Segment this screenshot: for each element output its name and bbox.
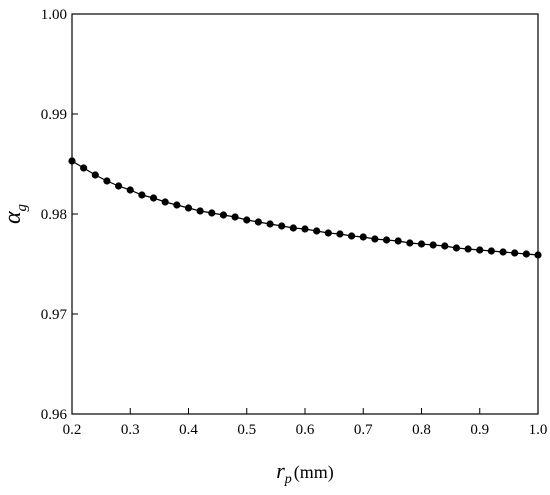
data-point <box>301 225 309 233</box>
data-point <box>219 211 228 219</box>
data-point <box>511 249 519 257</box>
x-tick-label: 0.6 <box>296 422 315 438</box>
data-point <box>196 207 204 215</box>
x-tick-label: 0.7 <box>354 422 373 438</box>
x-tick-label: 0.2 <box>63 422 82 438</box>
series-points <box>68 157 542 259</box>
data-point <box>103 177 111 185</box>
data-point <box>115 182 123 190</box>
data-point <box>336 230 344 238</box>
plot-frame <box>71 13 539 415</box>
data-point <box>231 213 239 221</box>
data-point <box>429 241 437 249</box>
data-point <box>324 229 332 237</box>
x-axis-label: rp (mm) <box>276 458 334 487</box>
data-point <box>417 240 426 248</box>
data-point <box>149 194 158 202</box>
data-point <box>313 227 321 235</box>
data-point <box>173 201 181 209</box>
data-point <box>126 186 134 194</box>
y-tick-label: 0.98 <box>41 207 67 223</box>
data-point <box>371 235 379 243</box>
x-tick-label: 1.0 <box>529 422 548 438</box>
data-point <box>522 250 530 258</box>
y-axis-ticks: 0.96 0.97 0.98 0.99 1.00 <box>41 7 78 423</box>
x-axis-ticks: 0.2 0.3 0.4 0.5 0.6 0.7 0.8 0.9 1.0 <box>63 408 548 438</box>
data-point <box>406 239 414 247</box>
x-tick-label: 0.5 <box>237 422 256 438</box>
y-tick-label: 0.99 <box>41 107 67 123</box>
y-axis-symbol: α <box>0 211 26 224</box>
data-point <box>499 248 507 256</box>
x-tick-label: 0.9 <box>470 422 489 438</box>
data-point <box>487 247 495 255</box>
y-tick-label: 0.96 <box>41 407 68 423</box>
data-point <box>359 233 367 241</box>
data-point <box>184 204 193 212</box>
data-point <box>348 232 356 240</box>
data-point <box>441 242 449 250</box>
data-point <box>394 237 402 245</box>
x-tick-label: 0.4 <box>179 422 198 438</box>
y-tick-label: 1.00 <box>41 7 67 23</box>
data-point <box>68 157 76 165</box>
x-axis-symbol: r <box>276 458 285 483</box>
data-point <box>464 245 472 253</box>
series-line <box>71 160 539 256</box>
data-point <box>80 164 88 172</box>
data-point <box>161 198 169 206</box>
data-point <box>289 224 297 232</box>
data-point <box>91 171 99 179</box>
data-point <box>266 220 274 228</box>
data-point <box>254 218 262 226</box>
y-axis-label: αg <box>0 203 30 224</box>
x-axis-unit: (mm) <box>294 462 334 483</box>
data-point <box>138 191 146 199</box>
x-tick-label: 0.8 <box>412 422 431 438</box>
data-point <box>476 246 484 254</box>
data-point <box>382 236 391 244</box>
data-point <box>278 222 286 230</box>
y-axis-subscript: g <box>14 203 30 211</box>
y-tick-label: 0.97 <box>41 307 68 323</box>
x-tick-label: 0.3 <box>121 422 140 438</box>
data-point <box>208 209 216 217</box>
data-point <box>243 216 251 224</box>
data-point <box>452 244 461 252</box>
data-point <box>534 251 542 259</box>
x-axis-subscript: p <box>284 472 292 487</box>
